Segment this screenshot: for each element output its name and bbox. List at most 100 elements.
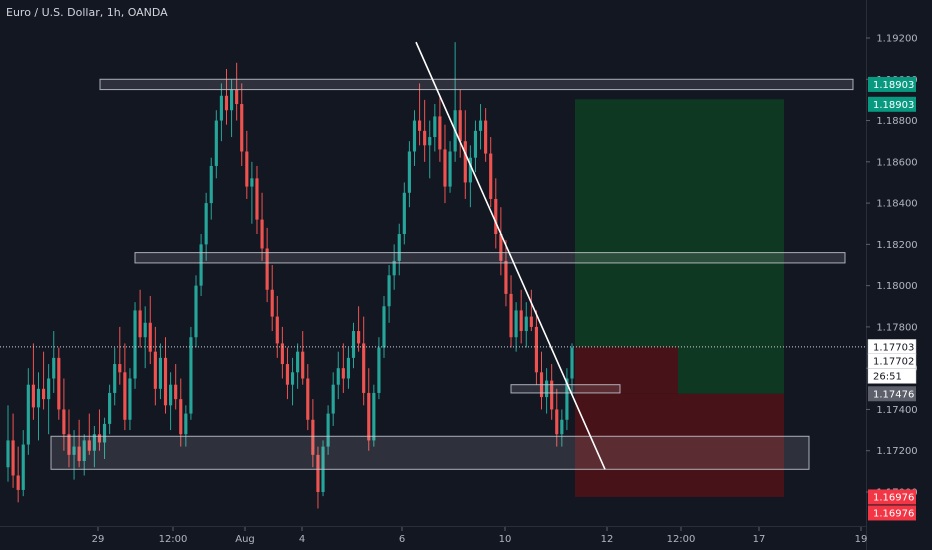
y-tick-label: 1.18400 — [876, 199, 917, 210]
candle-body — [189, 337, 193, 414]
y-tick-label: 1.18600 — [876, 157, 917, 168]
candle-body — [275, 316, 279, 344]
candle-body — [331, 384, 335, 414]
candle-body — [250, 178, 254, 187]
candle-body — [224, 95, 229, 111]
y-tick-label: 1.18800 — [876, 116, 917, 127]
candle-body — [52, 357, 56, 379]
candle-body — [240, 104, 244, 152]
x-tick-label: 29 — [92, 534, 105, 545]
y-tick-label: 1.17200 — [876, 446, 917, 457]
price-tag-entry — [868, 386, 916, 402]
candle-body — [387, 275, 391, 307]
candle-body — [417, 120, 422, 131]
candle-body — [6, 440, 10, 468]
candle-body — [499, 234, 503, 261]
candle-body — [260, 219, 264, 249]
candle-body — [372, 392, 376, 441]
long-position-tool[interactable] — [575, 99, 784, 497]
price-tag-stop-line — [868, 505, 916, 521]
x-tick-label: 19 — [855, 534, 868, 545]
candle-body — [204, 203, 208, 245]
candle-body — [346, 357, 351, 379]
candle-body — [443, 149, 447, 187]
candlestick-series — [6, 42, 574, 509]
candle-body — [229, 89, 234, 111]
price-tag-label-bid: 1.17702 — [873, 356, 914, 367]
candle-body — [534, 326, 539, 373]
candle-body — [174, 384, 178, 400]
candle-body — [529, 316, 533, 327]
price-tag-countdown — [867, 368, 917, 384]
candle-body — [31, 384, 35, 408]
candle-body — [153, 351, 157, 389]
candle-body — [57, 357, 61, 410]
profit-zone — [575, 99, 784, 347]
candle-body — [296, 351, 300, 373]
candle-body — [179, 399, 183, 435]
price-tag-label-stop-line: 1.16976 — [873, 508, 914, 519]
candle-body — [382, 306, 386, 348]
candle-body — [377, 347, 381, 393]
candle-body — [62, 409, 66, 435]
mid-zone — [134, 252, 846, 264]
candle-body — [565, 378, 569, 420]
candle-body — [357, 331, 361, 344]
candle-body — [428, 137, 432, 146]
candle-body — [158, 357, 163, 389]
candle-body — [102, 423, 107, 443]
candle-body — [326, 413, 330, 447]
price-tag-target — [868, 76, 916, 92]
candle-body — [545, 380, 549, 398]
x-tick-label: 6 — [399, 534, 405, 545]
price-tag-target-line — [868, 96, 916, 112]
candle-body — [473, 130, 478, 158]
trendline-group[interactable] — [415, 41, 606, 470]
candle-body — [194, 285, 198, 338]
candle-body — [438, 116, 442, 150]
candle-body — [458, 110, 462, 142]
candle-body — [351, 331, 356, 358]
candle-body — [367, 392, 371, 441]
price-tag-stop — [868, 489, 916, 505]
candle-body — [138, 310, 142, 338]
loss-zone — [575, 393, 784, 497]
price-tag-label-target-line: 1.18903 — [873, 100, 914, 111]
loss-zone-upper — [575, 346, 678, 394]
candle-body — [77, 446, 81, 462]
time-axis[interactable]: 29 12:00 Aug 4 6 10 12 12:00 17 19 — [92, 527, 868, 545]
candle-body — [36, 388, 41, 408]
chart-title: Euro / U.S. Dollar, 1h, OANDA — [6, 6, 168, 19]
candle-body — [280, 343, 284, 365]
price-tag-label-stop: 1.16976 — [873, 492, 914, 503]
candle-body — [555, 409, 559, 435]
zone-rectangles[interactable] — [50, 78, 854, 470]
candle-body — [362, 343, 366, 393]
candle-body — [285, 364, 290, 385]
entry-zone — [510, 384, 621, 394]
candle-body — [509, 293, 513, 338]
candle-body — [402, 192, 406, 235]
candle-body — [199, 244, 203, 286]
y-tick-label: 1.17400 — [876, 405, 917, 416]
candle-body — [123, 372, 127, 420]
candle-body — [72, 446, 76, 455]
candle-body — [169, 384, 173, 406]
candle-body — [336, 368, 340, 385]
x-tick-label: 17 — [753, 534, 766, 545]
support-zone — [50, 435, 810, 470]
candle-body — [550, 380, 554, 410]
candle-body — [255, 178, 259, 220]
candle-body — [407, 151, 411, 193]
candle-body — [143, 322, 147, 338]
candle-body — [21, 444, 25, 490]
price-tag-label-entry: 1.17476 — [873, 389, 914, 400]
price-tag-label-countdown: 26:51 — [873, 371, 902, 382]
candle-body — [11, 440, 15, 476]
candle-body — [47, 378, 51, 400]
candle-body — [184, 413, 188, 435]
candle-body — [209, 165, 213, 204]
candle-body — [524, 316, 528, 332]
candle-body — [301, 351, 305, 379]
